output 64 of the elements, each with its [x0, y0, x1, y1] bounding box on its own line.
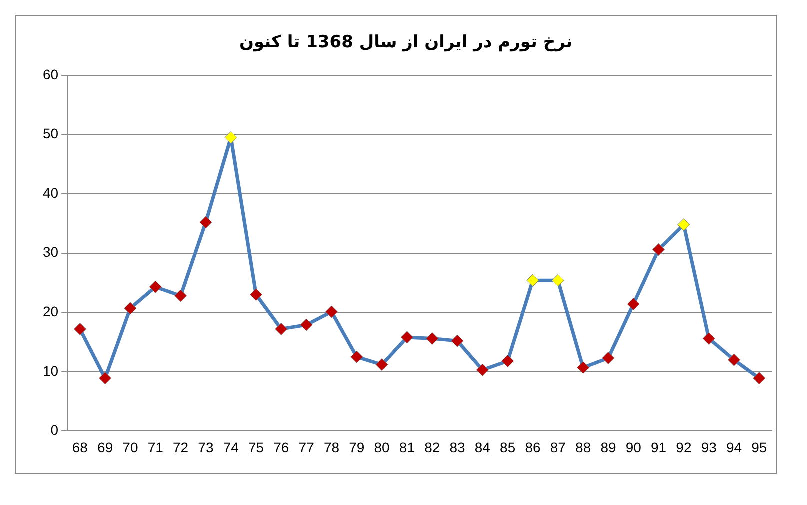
x-tick-label: 86 [525, 439, 541, 456]
point [325, 306, 338, 318]
x-tick-label: 72 [172, 439, 189, 456]
point [74, 322, 86, 336]
x-tick-label: 88 [576, 439, 592, 456]
y-tick-label: 0 [50, 422, 59, 438]
x-tick-label: 77 [298, 439, 315, 456]
point [149, 280, 162, 294]
y-tick-label: 40 [42, 184, 59, 201]
point [376, 358, 388, 372]
point [476, 364, 489, 376]
x-tick-label: 76 [274, 439, 290, 456]
x-tick-label: 85 [500, 439, 516, 456]
point [702, 332, 716, 345]
x-tick-label: 69 [98, 439, 114, 456]
x-tick-label: 89 [600, 439, 616, 456]
point [124, 302, 137, 315]
x-tick-label: 91 [651, 439, 667, 456]
x-tick-label: 75 [248, 439, 264, 456]
point [627, 298, 640, 311]
point [577, 362, 590, 374]
x-tick-label: 95 [752, 439, 768, 456]
x-tick-label: 94 [726, 439, 742, 456]
x-tick-label: 81 [399, 439, 416, 456]
point [200, 216, 212, 229]
x-tick-label: 73 [198, 439, 214, 456]
chart-title: نرخ تورم در ایران از سال 1368 تا کنون [239, 32, 573, 53]
point [350, 350, 364, 364]
y-tick-label: 20 [42, 303, 59, 320]
point [300, 318, 313, 332]
x-tick-label: 68 [72, 439, 88, 456]
point [250, 288, 263, 302]
point [753, 372, 766, 385]
point [526, 274, 540, 287]
x-tick-label: 79 [349, 439, 365, 456]
x-tick-label: 78 [324, 439, 340, 456]
point [602, 352, 615, 365]
x-tick-label: 90 [626, 439, 642, 456]
y-tick-label: 60 [42, 66, 59, 82]
x-tick-label: 74 [223, 439, 240, 456]
x-tick-label: 80 [374, 439, 390, 456]
point [275, 322, 288, 336]
x-tick-label: 84 [474, 439, 491, 456]
x-tick-label: 82 [424, 439, 440, 456]
point [426, 332, 439, 345]
y-tick-label: 10 [42, 362, 59, 379]
point [400, 331, 414, 344]
x-tick-label: 71 [148, 439, 164, 456]
point [99, 372, 112, 385]
y-tick-label: 50 [42, 126, 59, 142]
x-tick-label: 87 [550, 439, 566, 456]
point [678, 218, 690, 232]
point [652, 243, 666, 256]
point [728, 354, 741, 366]
x-tick-label: 93 [701, 439, 718, 456]
point [451, 334, 464, 348]
x-tick-label: 83 [450, 439, 466, 456]
x-tick-label: 92 [676, 439, 692, 456]
y-tick-label: 30 [42, 244, 59, 260]
point [502, 354, 514, 368]
x-tick-label: 70 [122, 439, 138, 456]
point [224, 131, 238, 144]
point [552, 274, 564, 287]
point [174, 290, 188, 302]
